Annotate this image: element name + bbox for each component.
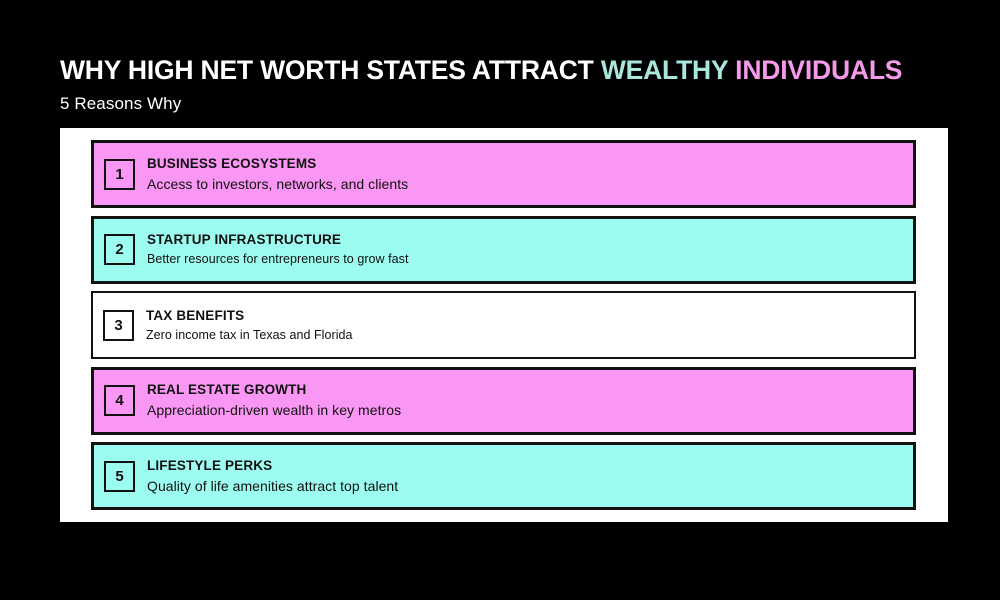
page-title-accent-individuals: INDIVIDUALS	[735, 55, 903, 85]
list-item[interactable]: 4 REAL ESTATE GROWTH Appreciation-driven…	[91, 366, 916, 435]
item-text-group: REAL ESTATE GROWTH Appreciation-driven w…	[147, 382, 401, 418]
item-title: LIFESTYLE PERKS	[147, 457, 273, 473]
item-description: Zero income tax in Texas and Florida	[146, 327, 353, 342]
item-text-group: LIFESTYLE PERKS Quality of life amenitie…	[147, 458, 398, 494]
item-description: Quality of life amenities attract top ta…	[147, 477, 399, 494]
item-number-badge: 2	[104, 234, 135, 265]
item-text-group: BUSINESS ECOSYSTEMS Access to investors,…	[147, 156, 408, 192]
item-title: STARTUP INFRASTRUCTURE	[147, 232, 342, 248]
page-title: WHY HIGH NET WORTH STATES ATTRACT WEALTH…	[60, 56, 960, 85]
item-text-group: TAX BENEFITS Zero income tax in Texas an…	[146, 308, 353, 343]
header: WHY HIGH NET WORTH STATES ATTRACT WEALTH…	[60, 56, 960, 114]
item-number-badge: 1	[104, 158, 135, 190]
item-title: BUSINESS ECOSYSTEMS	[147, 155, 317, 171]
item-number-badge: 3	[103, 309, 134, 341]
item-description: Access to investors, networks, and clien…	[147, 175, 409, 192]
reasons-card: 1 BUSINESS ECOSYSTEMS Access to investor…	[60, 128, 948, 522]
page-title-accent-wealthy: WEALTHY	[600, 55, 728, 85]
page-title-lead: WHY HIGH NET WORTH STATES ATTRACT	[60, 55, 601, 85]
item-text-group: STARTUP INFRASTRUCTURE Better resources …	[147, 232, 409, 267]
page-subtitle: 5 Reasons Why	[60, 93, 182, 113]
list-item[interactable]: 2 STARTUP INFRASTRUCTURE Better resource…	[91, 215, 916, 284]
item-number-badge: 5	[104, 460, 135, 492]
item-title: TAX BENEFITS	[146, 307, 245, 323]
item-number-badge: 4	[104, 385, 135, 416]
item-title: REAL ESTATE GROWTH	[147, 382, 307, 398]
list-item[interactable]: 1 BUSINESS ECOSYSTEMS Access to investor…	[91, 140, 916, 208]
list-item[interactable]: 5 LIFESTYLE PERKS Quality of life amenit…	[91, 442, 916, 510]
item-description: Better resources for entrepreneurs to gr…	[147, 252, 409, 267]
item-description: Appreciation-driven wealth in key metros	[147, 402, 402, 419]
list-item[interactable]: 3 TAX BENEFITS Zero income tax in Texas …	[91, 291, 916, 359]
